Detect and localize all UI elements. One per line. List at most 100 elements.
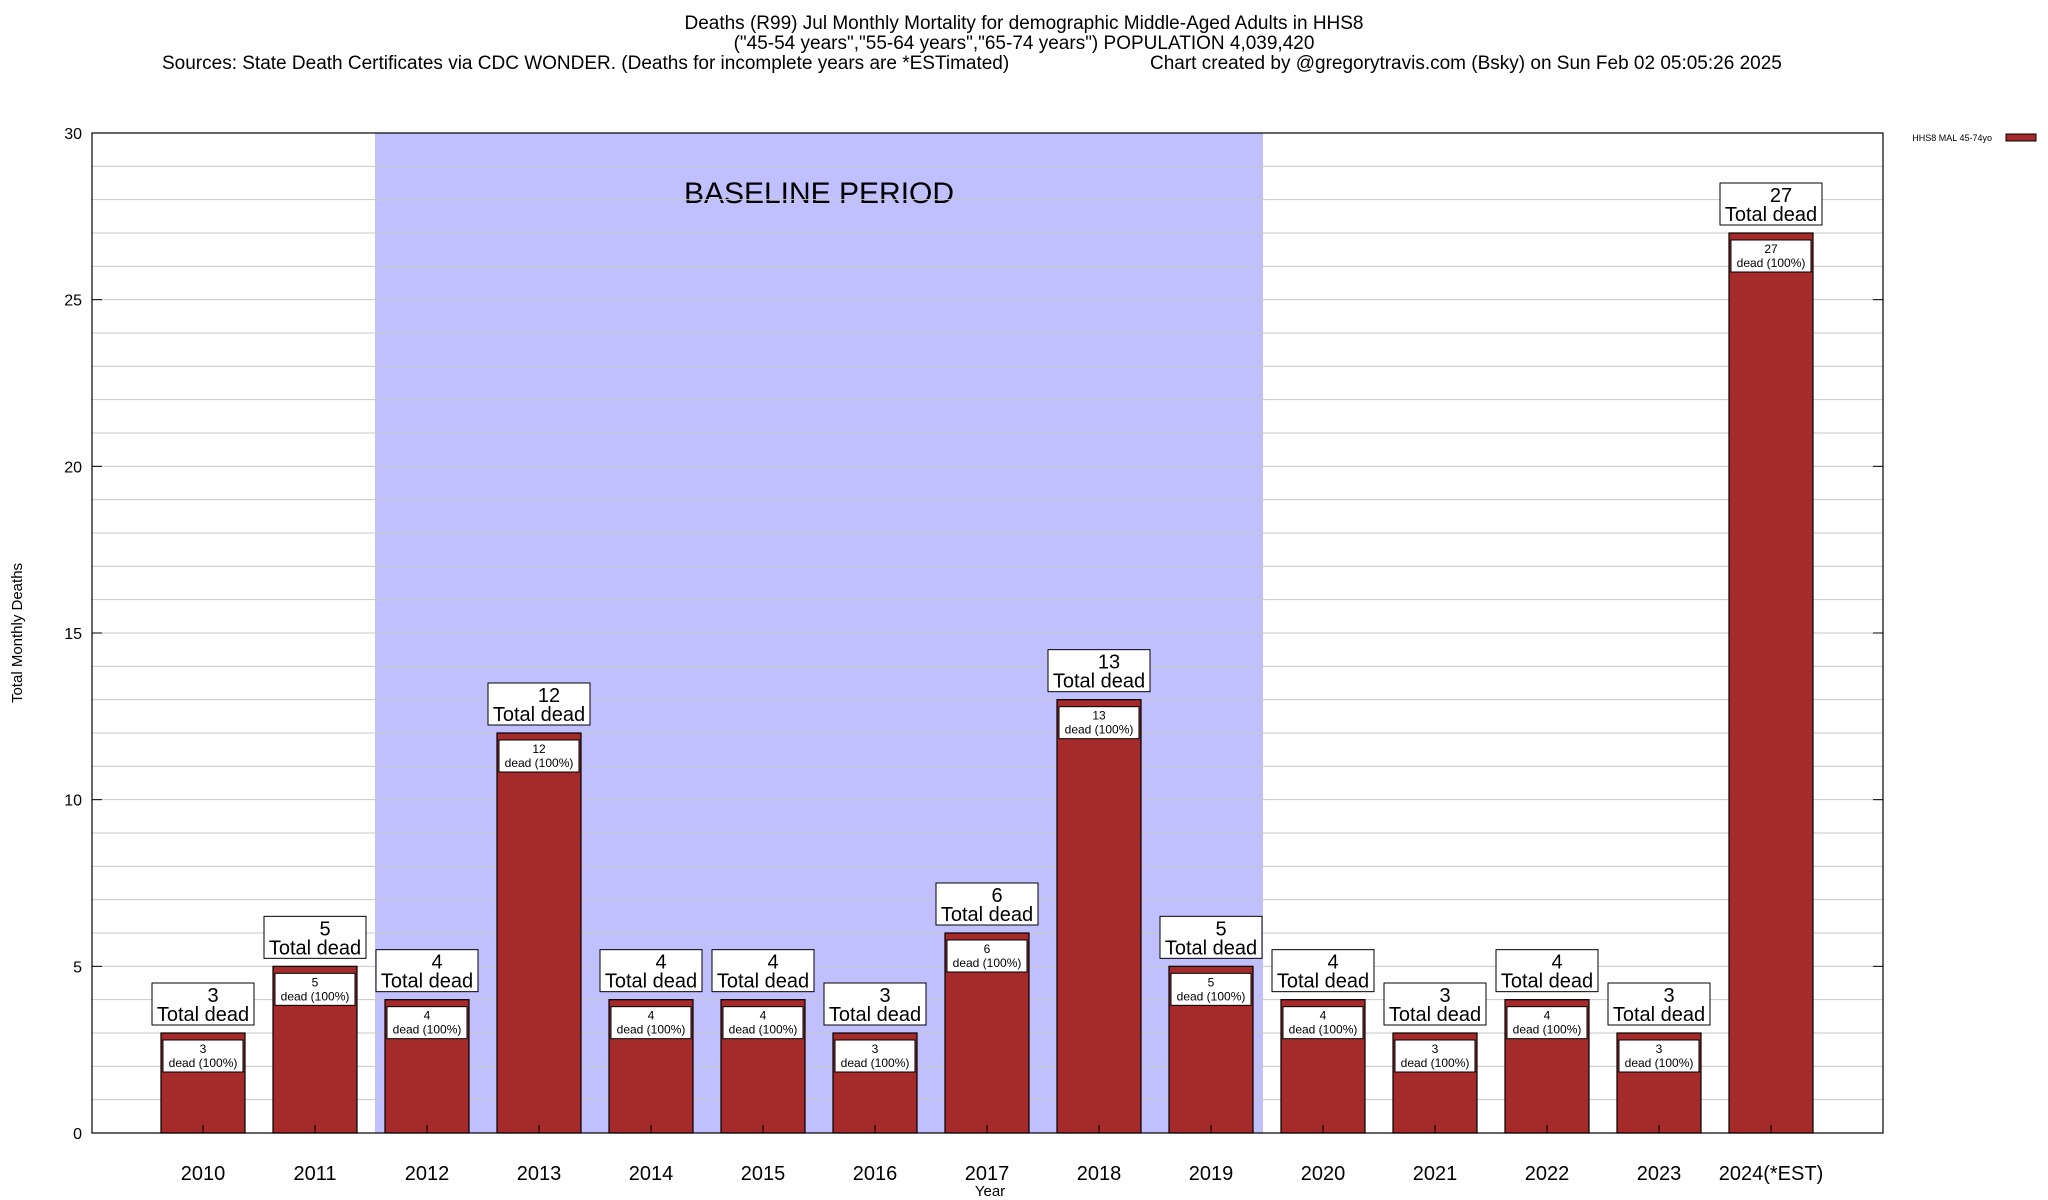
bar-inner-percent-label: dead (100%) [729, 1023, 798, 1037]
bar-top-label-box [1271, 949, 1375, 993]
x-tick-label: 2012 [405, 1163, 450, 1185]
bar [1056, 699, 1142, 1134]
bar-top-label-box [823, 982, 927, 1026]
x-tick-label: 2024(*EST) [1719, 1163, 1824, 1185]
x-tick-label: 2018 [1077, 1163, 1122, 1185]
bar-top-total-label: Total dead [1613, 1004, 1705, 1026]
bar-inner-percent-label: dead (100%) [393, 1023, 462, 1037]
chart-title: Deaths (R99) Jul Monthly Mortality for d… [684, 13, 1364, 34]
bar-inner-value-label: 3 [1656, 1042, 1663, 1056]
bar-inner-label-box [274, 972, 356, 1006]
bar-inner-value-label: 4 [648, 1009, 655, 1023]
bar-top-label-box [263, 915, 367, 959]
legend-label: HHS8 MAL 45-74yo [1912, 133, 1992, 143]
chart-subtitle: ("45-54 years","55-64 years","65-74 year… [733, 33, 1315, 54]
bar-inner-label-box [1170, 972, 1252, 1006]
bar-inner-label-box [946, 939, 1028, 973]
bar [1728, 232, 1814, 1134]
y-axis-label: Total Monthly Deaths [9, 563, 26, 703]
bar-top-label-box [599, 949, 703, 993]
x-tick-label: 2015 [741, 1163, 786, 1185]
bar-top-total-label: Total dead [717, 971, 809, 993]
legend-swatch [2005, 133, 2037, 142]
bar-inner-value-label: 27 [1764, 242, 1778, 256]
bar-top-total-label: Total dead [493, 704, 585, 726]
bar-top-label-box [935, 882, 1039, 926]
x-tick-label: 2011 [293, 1163, 336, 1185]
x-tick-label: 2013 [517, 1163, 562, 1185]
bar-inner-percent-label: dead (100%) [617, 1023, 686, 1037]
x-tick-label: 2022 [1525, 1163, 1570, 1185]
bar-inner-label-box [1506, 1006, 1588, 1040]
bar-top-label-box [1495, 949, 1599, 993]
bar-inner-percent-label: dead (100%) [953, 956, 1022, 970]
bar-top-value-label: 12 [538, 685, 560, 707]
bar-top-total-label: Total dead [1725, 204, 1817, 226]
bar-inner-value-label: 4 [1544, 1009, 1551, 1023]
x-axis-label: Year [975, 1183, 1005, 1200]
bar-inner-label-box [722, 1006, 804, 1040]
x-tick-label: 2016 [853, 1163, 898, 1185]
bar-top-value-label: 27 [1770, 185, 1792, 207]
bar-inner-percent-label: dead (100%) [1737, 256, 1806, 270]
bar-top-value-label: 4 [1327, 952, 1338, 974]
x-tick-label: 2020 [1301, 1163, 1346, 1185]
y-tick-label: 30 [64, 126, 82, 143]
bar-inner-value-label: 4 [760, 1009, 767, 1023]
bar-inner-label-box [1394, 1039, 1476, 1073]
bar-top-value-label: 3 [1439, 985, 1450, 1007]
bar-inner-value-label: 4 [424, 1009, 431, 1023]
bar-inner-percent-label: dead (100%) [505, 756, 574, 770]
bar-inner-percent-label: dead (100%) [841, 1056, 910, 1070]
bar-inner-label-box [1618, 1039, 1700, 1073]
bar-inner-percent-label: dead (100%) [169, 1056, 238, 1070]
x-tick-label: 2017 [965, 1163, 1010, 1185]
y-tick-label: 20 [64, 459, 82, 476]
bar-inner-value-label: 4 [1320, 1009, 1327, 1023]
bar-inner-percent-label: dead (100%) [281, 989, 350, 1003]
bar-inner-label-box [1282, 1006, 1364, 1040]
bar-top-total-label: Total dead [1501, 971, 1593, 993]
bar-top-label-box [1719, 182, 1823, 226]
x-tick-label: 2023 [1637, 1163, 1682, 1185]
bar-top-label-box [487, 682, 591, 726]
y-tick-label: 5 [73, 959, 82, 976]
bar-top-value-label: 4 [655, 952, 666, 974]
bar-inner-label-box [1058, 706, 1140, 740]
bar-inner-value-label: 3 [1432, 1042, 1439, 1056]
chart-sources: Sources: State Death Certificates via CD… [162, 53, 1010, 74]
bar-top-label-box [375, 949, 479, 993]
bar-top-total-label: Total dead [941, 904, 1033, 926]
bar-top-total-label: Total dead [605, 971, 697, 993]
bar-inner-percent-label: dead (100%) [1513, 1023, 1582, 1037]
y-tick-label: 15 [64, 626, 82, 643]
bar-top-total-label: Total dead [1165, 937, 1257, 959]
bar-inner-label-box [834, 1039, 916, 1073]
bar-inner-value-label: 12 [532, 742, 546, 756]
bar-inner-value-label: 5 [1208, 975, 1215, 989]
bar-top-value-label: 3 [879, 985, 890, 1007]
bar-inner-label-box [386, 1006, 468, 1040]
bar-inner-value-label: 5 [312, 975, 319, 989]
bar-inner-percent-label: dead (100%) [1401, 1056, 1470, 1070]
bar-inner-label-box [610, 1006, 692, 1040]
bar-top-value-label: 3 [1663, 985, 1674, 1007]
bar-top-label-box [151, 982, 255, 1026]
bar-top-value-label: 4 [431, 952, 442, 974]
bar-top-total-label: Total dead [1053, 671, 1145, 693]
x-tick-label: 2014 [629, 1163, 674, 1185]
bar-top-total-label: Total dead [269, 937, 361, 959]
bar-top-label-box [1159, 915, 1263, 959]
bar [496, 732, 582, 1134]
bar-top-label-box [1383, 982, 1487, 1026]
bar-inner-label-box [162, 1039, 244, 1073]
y-tick-label: 10 [64, 793, 82, 810]
bar-top-total-label: Total dead [1389, 1004, 1481, 1026]
bar-top-value-label: 6 [991, 885, 1002, 907]
x-tick-label: 2019 [1189, 1163, 1234, 1185]
bar-inner-label-box [1730, 239, 1812, 273]
x-tick-label: 2021 [1413, 1163, 1458, 1185]
bar-top-total-label: Total dead [829, 1004, 921, 1026]
bar-inner-percent-label: dead (100%) [1289, 1023, 1358, 1037]
